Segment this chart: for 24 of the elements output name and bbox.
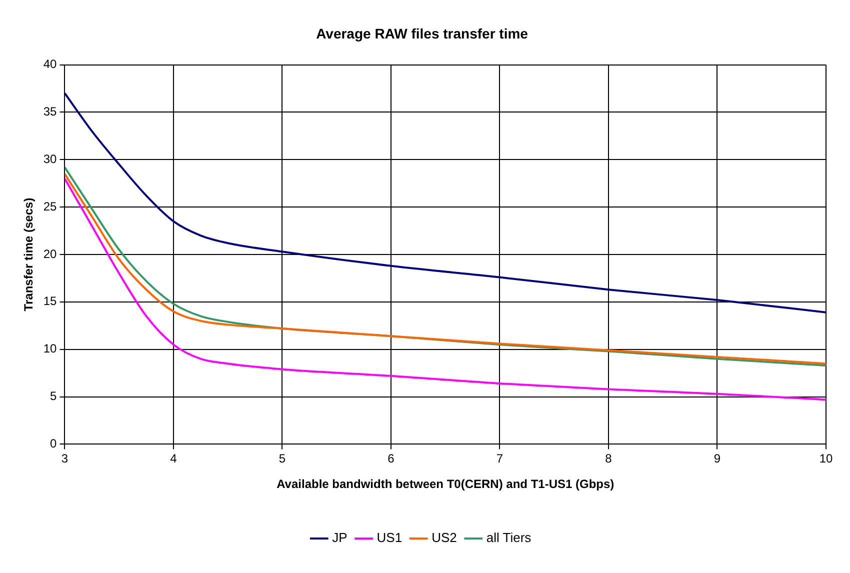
chart-title: Average RAW files transfer time bbox=[316, 25, 528, 42]
x-tick-label: 10 bbox=[819, 452, 833, 466]
y-tick-label: 30 bbox=[43, 152, 58, 166]
x-tick-label: 4 bbox=[170, 452, 178, 466]
x-tick-label: 7 bbox=[496, 452, 504, 466]
x-axis-title: Available bandwidth between T0(CERN) and T1-US1 (Gbps) bbox=[276, 477, 614, 492]
y-tick-label: 35 bbox=[43, 104, 58, 119]
y-tick-label: 25 bbox=[43, 199, 58, 214]
x-tick-label: 8 bbox=[605, 452, 612, 466]
x-tick-label: 9 bbox=[714, 452, 721, 466]
x-tick-label: 6 bbox=[388, 452, 395, 466]
y-tick-label: 0 bbox=[50, 436, 58, 451]
x-tick-label: 5 bbox=[278, 452, 286, 466]
y-tick-label: 5 bbox=[50, 389, 58, 404]
legend-label: JP bbox=[332, 530, 348, 546]
x-tick-label: 3 bbox=[61, 452, 68, 466]
y-tick-label: 40 bbox=[43, 57, 58, 72]
y-tick-label: 20 bbox=[43, 246, 58, 261]
legend-label: US2 bbox=[432, 530, 457, 546]
y-tick-label: 10 bbox=[43, 342, 58, 356]
y-axis-title: Transfer time (secs) bbox=[22, 198, 36, 312]
legend-label: all Tiers bbox=[486, 530, 532, 546]
legend-label: US1 bbox=[376, 530, 402, 546]
y-tick-label: 15 bbox=[43, 294, 58, 308]
